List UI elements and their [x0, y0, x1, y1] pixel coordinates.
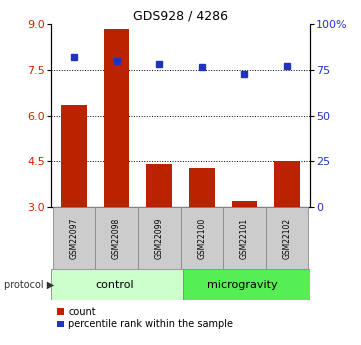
- Bar: [180, 207, 223, 269]
- Bar: [138, 207, 180, 269]
- Text: control: control: [95, 280, 134, 289]
- Text: GSM22099: GSM22099: [155, 217, 164, 259]
- Bar: [147, 164, 172, 207]
- Bar: [51, 269, 183, 300]
- Bar: [189, 168, 214, 207]
- Bar: [95, 207, 138, 269]
- Text: GSM22101: GSM22101: [240, 217, 249, 259]
- Text: GSM22097: GSM22097: [69, 217, 78, 259]
- Text: GSM22100: GSM22100: [197, 217, 206, 259]
- Bar: [223, 207, 266, 269]
- Bar: [53, 207, 95, 269]
- Bar: [183, 269, 310, 300]
- Text: GSM22102: GSM22102: [283, 217, 292, 259]
- Text: microgravity: microgravity: [207, 280, 278, 289]
- Legend: count, percentile rank within the sample: count, percentile rank within the sample: [55, 305, 235, 331]
- Title: GDS928 / 4286: GDS928 / 4286: [133, 10, 228, 23]
- Bar: [61, 105, 87, 207]
- Text: GSM22098: GSM22098: [112, 217, 121, 259]
- Bar: [232, 201, 257, 207]
- Bar: [104, 29, 129, 207]
- Bar: [266, 207, 308, 269]
- Text: protocol ▶: protocol ▶: [4, 280, 54, 289]
- Bar: [274, 161, 300, 207]
